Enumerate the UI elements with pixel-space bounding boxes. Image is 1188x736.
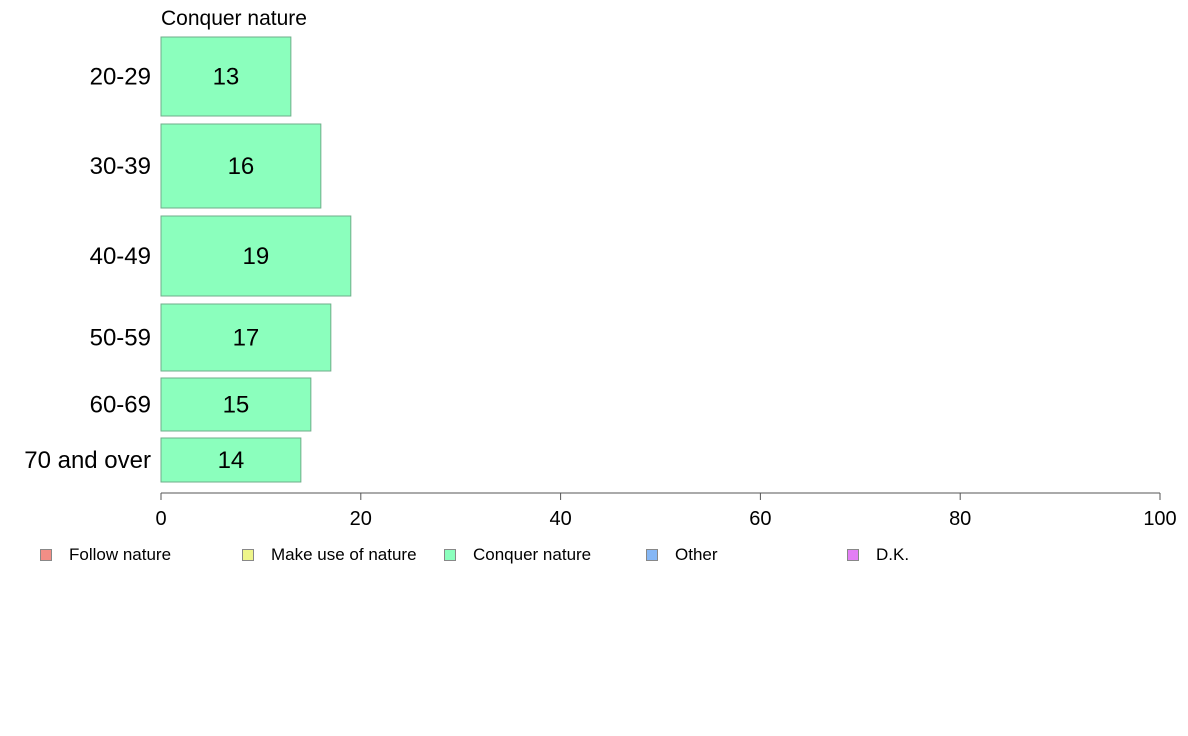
category-label: 40-49 bbox=[90, 243, 151, 270]
legend-swatch bbox=[646, 549, 658, 561]
category-label: 50-59 bbox=[90, 325, 151, 352]
bar-chart: Conquer nature 13 20-29 16 30-39 19 40-49 17 50… bbox=[24, 7, 1177, 530]
bar-value-label: 16 bbox=[228, 153, 255, 180]
bar-value-label: 15 bbox=[223, 392, 250, 419]
category-label: 30-39 bbox=[90, 153, 151, 180]
bar-value-label: 19 bbox=[243, 243, 270, 270]
legend-swatch bbox=[40, 549, 52, 561]
bar-value-label: 14 bbox=[218, 447, 245, 474]
legend-swatch bbox=[444, 549, 456, 561]
bar-value-label: 17 bbox=[233, 325, 260, 352]
legend-swatch bbox=[847, 549, 859, 561]
chart-title: Conquer nature bbox=[161, 7, 307, 30]
x-tick-label: 0 bbox=[155, 508, 166, 530]
x-tick-label: 80 bbox=[949, 508, 971, 530]
legend-label: D.K. bbox=[876, 545, 910, 564]
bar-30-39 bbox=[160, 123, 322, 209]
category-label: 20-29 bbox=[90, 64, 151, 91]
x-axis: 0 20 40 60 80 100 bbox=[155, 492, 1177, 530]
category-label: 60-69 bbox=[90, 392, 151, 419]
bar-value-label: 13 bbox=[213, 64, 240, 91]
legend-label: Follow nature bbox=[69, 545, 172, 564]
bars-group: 13 20-29 16 30-39 19 40-49 17 50-59 15 60-69 14 70 … bbox=[24, 36, 352, 483]
x-tick-label: 60 bbox=[749, 508, 771, 530]
legend-item: D.K. bbox=[847, 545, 909, 565]
bar-70-and-over bbox=[160, 437, 302, 483]
bar-50-59 bbox=[160, 303, 332, 372]
legend-item: Other bbox=[646, 545, 718, 565]
legend-swatch bbox=[242, 549, 254, 561]
legend-item: Conquer nature bbox=[444, 545, 591, 565]
legend-label: Conquer nature bbox=[473, 545, 592, 564]
x-tick-label: 20 bbox=[350, 508, 372, 530]
x-tick-label: 100 bbox=[1143, 508, 1176, 530]
legend-item: Follow nature bbox=[40, 545, 171, 565]
x-tick-label: 40 bbox=[549, 508, 571, 530]
category-label: 70 and over bbox=[24, 447, 151, 474]
bar-60-69 bbox=[160, 377, 312, 432]
legend-label: Make use of nature bbox=[271, 545, 417, 564]
bar-40-49 bbox=[160, 215, 352, 297]
legend: Follow nature Make use of nature Conquer n… bbox=[0, 545, 1188, 569]
legend-label: Other bbox=[675, 545, 718, 564]
bar-20-29 bbox=[160, 36, 292, 117]
legend-item: Make use of nature bbox=[242, 545, 417, 565]
